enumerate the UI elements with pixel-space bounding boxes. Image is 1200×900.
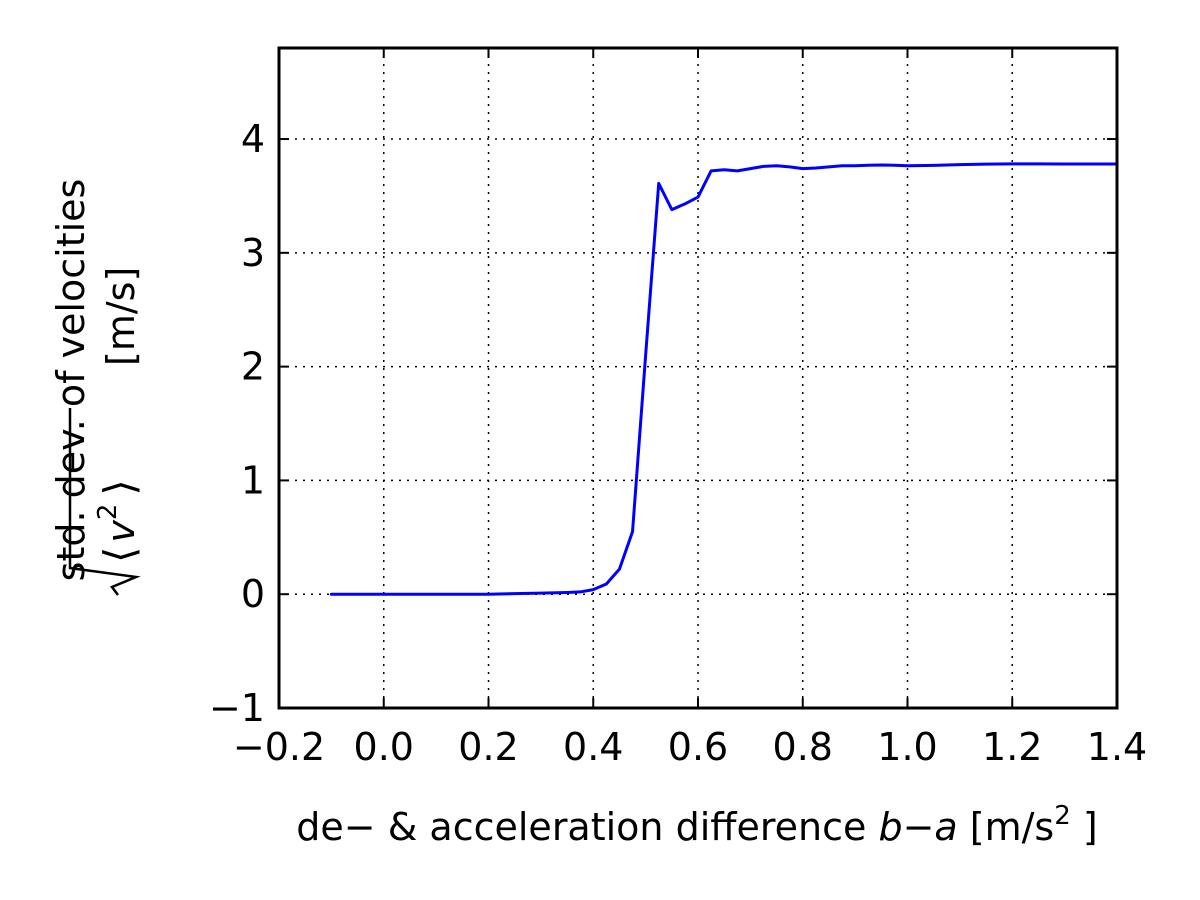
ticks <box>278 48 1118 709</box>
y-tick-label: 0 <box>241 572 265 616</box>
series-line-0 <box>329 162 1119 596</box>
y-axis-label: std. dev. of velocities ⟨v2⟩ [m/s] <box>49 179 144 596</box>
y-axis-label-formula: ⟨v2⟩ <box>93 479 144 563</box>
x-tick-label: 1.0 <box>877 725 937 769</box>
y-tick-label: 3 <box>241 231 265 275</box>
y-axis-label-line2: ⟨v2⟩ [m/s] <box>68 267 144 596</box>
x-axis-label: de− & acceleration difference b−a [m/s2 … <box>296 801 1097 849</box>
x-tick-label: 0.2 <box>458 725 518 769</box>
y-tick-labels: −1 0 1 2 3 4 <box>209 117 265 730</box>
y-tick-label: 1 <box>241 458 265 502</box>
x-tick-label: 0.4 <box>563 725 623 769</box>
x-tick-labels: −0.2 0.0 0.2 0.4 0.6 0.8 1.0 1.2 1.4 <box>233 725 1147 769</box>
x-tick-label: 1.4 <box>1087 725 1147 769</box>
x-tick-label: −0.2 <box>233 725 325 769</box>
x-tick-label: 0.6 <box>668 725 728 769</box>
x-tick-label: 0.0 <box>354 725 414 769</box>
y-axis-label-unit: [m/s] <box>99 267 143 366</box>
y-tick-label: −1 <box>209 686 265 730</box>
y-tick-label: 2 <box>241 345 265 389</box>
y-tick-label: 4 <box>241 117 265 161</box>
sqrt-symbol <box>68 408 141 596</box>
x-tick-label: 0.8 <box>773 725 833 769</box>
x-tick-label: 1.2 <box>982 725 1042 769</box>
series-layer <box>329 162 1119 596</box>
